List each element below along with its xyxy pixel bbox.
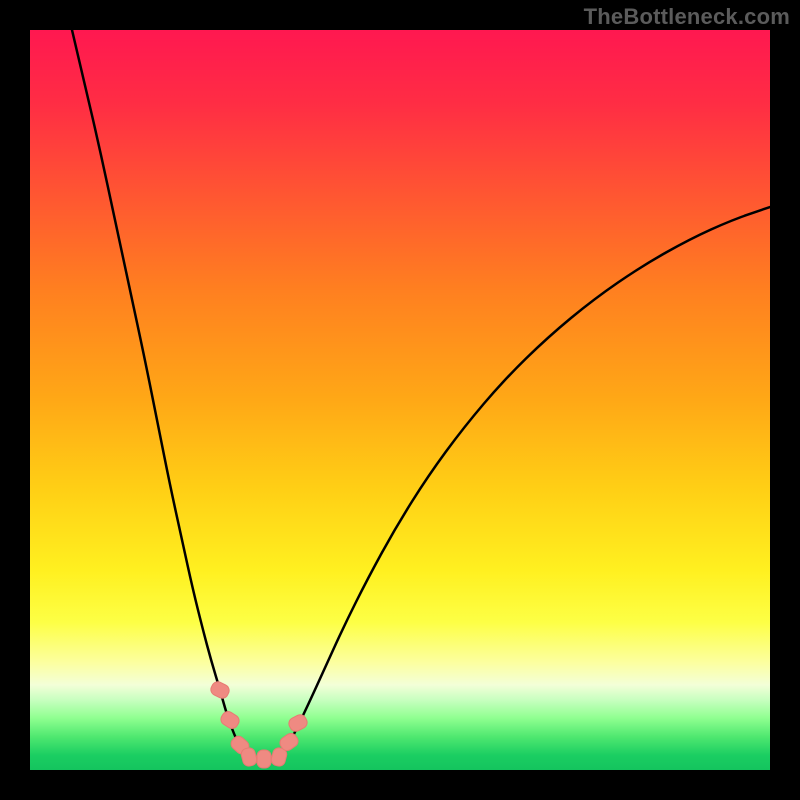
bottleneck-chart-svg — [30, 30, 770, 770]
watermark-text: TheBottleneck.com — [584, 4, 790, 30]
plot-area — [30, 30, 770, 770]
curve-marker-bead — [257, 750, 271, 768]
chart-frame: TheBottleneck.com — [0, 0, 800, 800]
gradient-background — [30, 30, 770, 770]
